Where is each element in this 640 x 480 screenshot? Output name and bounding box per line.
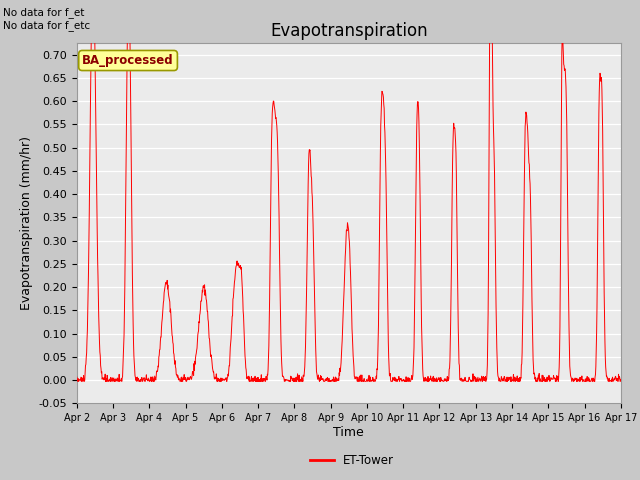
Y-axis label: Evapotranspiration (mm/hr): Evapotranspiration (mm/hr) [20, 136, 33, 310]
Text: No data for f_et
No data for f_etc: No data for f_et No data for f_etc [3, 7, 90, 31]
Text: BA_processed: BA_processed [82, 54, 174, 67]
Legend: ET-Tower: ET-Tower [305, 449, 399, 472]
Title: Evapotranspiration: Evapotranspiration [270, 22, 428, 40]
X-axis label: Time: Time [333, 426, 364, 439]
